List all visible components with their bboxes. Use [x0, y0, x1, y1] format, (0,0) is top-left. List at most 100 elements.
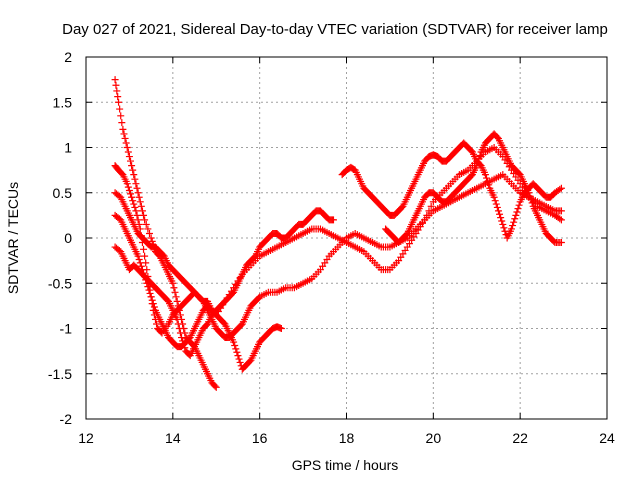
data-point — [494, 207, 502, 215]
data-point — [557, 207, 565, 215]
data-point — [475, 155, 483, 163]
data-point — [116, 105, 124, 113]
data-point — [474, 158, 482, 166]
data-point — [485, 181, 493, 189]
y-tick-label: 0 — [64, 230, 72, 246]
data-point — [134, 252, 142, 260]
data-point — [507, 225, 515, 233]
x-axis-label: GPS time / hours — [292, 457, 399, 473]
data-point — [556, 215, 564, 223]
y-axis-label: SDTVAR / TECUs — [5, 182, 21, 294]
data-point — [133, 184, 141, 192]
data-point — [169, 279, 177, 287]
data-point — [172, 293, 180, 301]
data-point — [526, 192, 534, 200]
data-point — [119, 125, 127, 133]
data-point — [211, 382, 219, 390]
data-point — [496, 210, 504, 218]
data-point — [115, 98, 123, 106]
data-point — [117, 112, 125, 120]
data-point — [144, 283, 152, 291]
data-point — [140, 245, 148, 253]
data-point — [131, 175, 139, 183]
x-tick-label: 20 — [426, 430, 442, 446]
data-point — [528, 199, 536, 207]
data-point — [174, 320, 182, 328]
data-point — [511, 215, 519, 223]
data-point — [111, 76, 119, 84]
data-point — [114, 93, 122, 101]
data-point — [141, 272, 149, 280]
data-point — [146, 289, 154, 297]
data-point — [150, 303, 158, 311]
x-tick-label: 18 — [339, 430, 355, 446]
data-point — [149, 300, 157, 308]
data-point — [525, 189, 533, 197]
data-point — [515, 201, 523, 209]
data-point — [127, 157, 135, 165]
data-point — [141, 252, 149, 260]
y-tick-label: 1.5 — [53, 94, 73, 110]
data-point — [133, 211, 141, 219]
data-point — [142, 276, 150, 284]
data-point — [557, 184, 565, 192]
x-tick-label: 12 — [78, 430, 94, 446]
axis-ticks — [85, 56, 608, 420]
data-point — [125, 153, 133, 161]
data-point — [138, 207, 146, 215]
data-point — [136, 259, 144, 267]
y-tick-label: -1 — [60, 321, 73, 337]
data-point — [127, 190, 135, 198]
data-point — [512, 211, 520, 219]
data-points — [111, 76, 565, 391]
data-point — [118, 119, 126, 127]
data-point — [498, 217, 506, 225]
data-point — [233, 348, 241, 356]
data-point — [140, 211, 148, 219]
data-point — [557, 239, 565, 247]
data-point — [134, 216, 142, 224]
data-point — [509, 222, 517, 230]
chart-title: Day 027 of 2021, Sidereal Day-to-day VTE… — [62, 21, 608, 38]
data-point — [113, 87, 121, 95]
y-tick-label: 0.5 — [53, 185, 73, 201]
data-point — [171, 288, 179, 296]
data-point — [147, 234, 155, 242]
data-point — [147, 293, 155, 301]
series-track-7 — [382, 130, 565, 247]
data-point — [128, 162, 136, 170]
data-point — [500, 224, 508, 232]
data-point — [137, 262, 145, 270]
data-point — [556, 185, 564, 193]
data-point — [490, 193, 498, 201]
data-point — [481, 171, 489, 179]
data-point — [123, 144, 131, 151]
data-point — [132, 180, 140, 188]
data-point — [499, 220, 507, 228]
data-point — [129, 166, 137, 174]
data-point — [141, 216, 149, 224]
data-point — [510, 218, 518, 226]
data-point — [212, 383, 220, 391]
data-point — [170, 284, 178, 292]
data-point — [130, 171, 138, 179]
data-point — [138, 266, 146, 274]
data-point — [427, 202, 435, 210]
data-point — [112, 81, 120, 89]
data-point — [527, 196, 535, 204]
data-point — [128, 193, 136, 201]
data-point — [135, 193, 143, 201]
y-tick-label: -1.5 — [48, 366, 72, 382]
data-point — [425, 207, 433, 215]
data-point — [491, 197, 499, 205]
x-tick-label: 22 — [512, 430, 528, 446]
data-point — [423, 211, 431, 219]
data-point — [124, 183, 132, 191]
data-point — [120, 130, 128, 138]
data-point — [124, 148, 132, 156]
data-point — [277, 325, 285, 332]
data-point — [140, 269, 148, 277]
data-point — [123, 180, 131, 188]
x-tick-label: 16 — [252, 430, 268, 446]
